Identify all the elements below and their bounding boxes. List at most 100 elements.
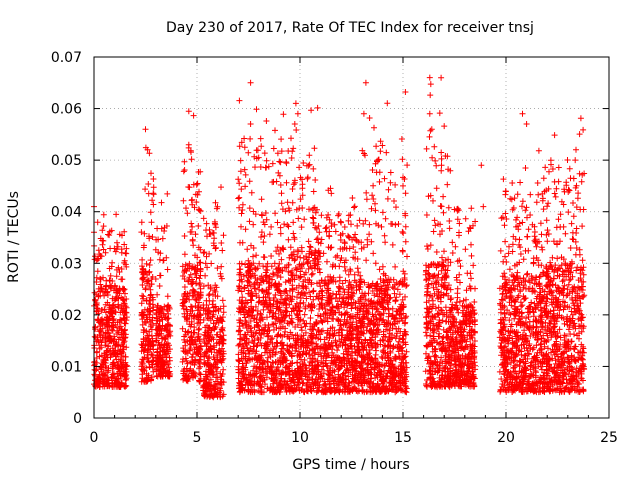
data-point [251,337,258,344]
data-point [92,326,99,333]
data-point [298,356,304,363]
data-point [402,190,409,197]
data-point [370,182,377,189]
data-point [153,310,160,316]
data-point [308,366,315,373]
data-point [201,361,208,368]
data-point [120,315,127,321]
data-point [306,206,312,213]
data-point [242,297,249,304]
data-point [143,320,149,326]
data-point [276,283,282,290]
data-point [244,264,251,271]
data-point [160,352,167,358]
data-point [157,250,164,257]
data-point [109,379,115,386]
data-point [308,388,315,395]
data-point [211,220,218,227]
data-point [334,347,341,354]
data-point [279,268,286,274]
data-point [107,272,114,279]
data-point [162,326,168,333]
data-point [283,302,290,308]
data-point [285,268,292,275]
data-point [196,365,202,372]
data-point [113,211,120,218]
data-point [149,197,156,204]
data-point [214,364,221,371]
data-point [395,221,402,227]
data-point [139,268,146,275]
data-point [378,223,385,230]
data-point [277,247,284,253]
data-point [266,349,273,356]
data-point [373,143,380,150]
data-point [160,257,167,264]
data-point [110,373,117,380]
data-point [265,286,272,293]
data-point [392,263,399,270]
data-point [95,292,102,299]
data-point [246,218,253,225]
data-point [441,248,447,255]
data-point [285,223,292,230]
data-point [138,219,145,226]
data-point [123,263,130,270]
data-point [382,215,389,222]
data-point [295,348,302,355]
data-point [283,312,290,319]
data-point [112,309,119,316]
data-point [279,206,286,213]
data-point [433,185,440,192]
data-point [203,220,210,227]
data-point [110,317,117,324]
data-point [354,265,361,272]
data-point [293,127,300,133]
data-point [265,324,272,330]
data-point [212,292,219,299]
data-point [424,243,430,250]
data-point [217,394,224,401]
data-point [427,81,434,88]
data-point [188,334,195,341]
data-point [210,297,216,304]
data-point [156,355,163,362]
data-point [248,303,255,310]
data-point [187,271,194,278]
data-point [311,252,318,259]
data-point [277,274,284,281]
data-point [283,371,290,377]
data-point [427,332,434,339]
data-point [341,263,348,270]
data-point [148,281,155,288]
data-point [93,349,100,356]
data-point [298,224,305,231]
data-point [150,304,157,311]
data-point [388,220,394,227]
data-point [305,265,312,272]
data-point [303,295,310,302]
data-point [241,144,248,151]
data-point [295,365,302,372]
data-point [285,205,292,212]
data-point [139,367,146,374]
data-point [385,186,392,193]
data-point [238,210,245,217]
data-point [105,330,112,337]
data-point [277,357,284,364]
data-point [140,295,146,302]
data-point [208,260,215,267]
data-point [123,304,130,311]
data-point [252,285,259,292]
data-point [155,302,161,309]
data-point [441,123,448,130]
data-point [302,323,309,330]
data-point [148,291,154,298]
data-point [326,233,333,240]
data-point [462,215,469,222]
data-point [154,225,161,232]
data-point [402,238,409,245]
data-point [266,309,273,316]
data-point [114,239,120,246]
data-point [381,175,388,182]
